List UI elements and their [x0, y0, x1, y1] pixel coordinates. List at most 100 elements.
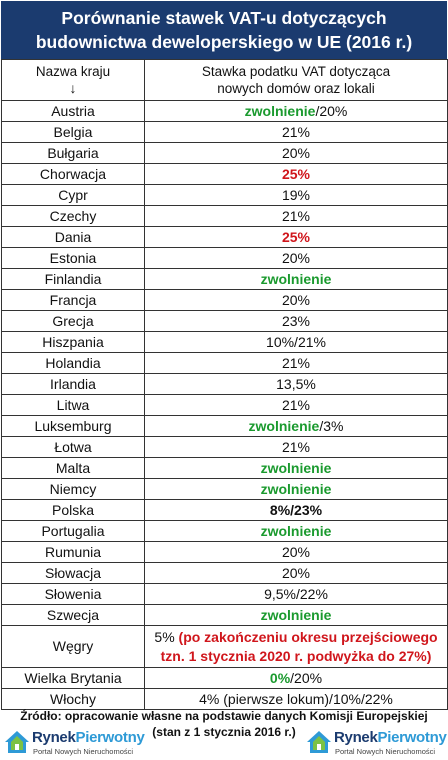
house-logo-icon — [5, 731, 29, 753]
table-row: Chorwacja 25% — [1, 163, 448, 185]
vat-rate-cell: 0%/20% — [144, 667, 448, 689]
vat-rate-text: zwolnienie — [244, 102, 316, 119]
logo-brand: RynekPierwotny — [334, 729, 447, 746]
vat-rate-cell: 9,5%/22% — [144, 583, 448, 605]
vat-rate-cell: 23% — [144, 310, 448, 332]
vat-rate-text: 20% — [281, 144, 311, 161]
table-row: Słowacja 20% — [1, 562, 448, 584]
vat-rate-cell: 25% — [144, 226, 448, 248]
vat-rate-cell: 10%/21% — [144, 331, 448, 353]
table-row: Hiszpania 10%/21% — [1, 331, 448, 353]
table-row: Grecja 23% — [1, 310, 448, 332]
vat-rate-text: 10%/21% — [266, 333, 326, 350]
vat-rate-text: 21% — [281, 207, 311, 224]
table-body: Austria zwolnienie/20% Belgia 21% Bułgaria 20… — [1, 100, 448, 710]
vat-rate-cell: 20% — [144, 562, 448, 584]
table-row: Malta zwolnienie — [1, 457, 448, 479]
vat-rate-cell: zwolnienie — [144, 478, 448, 500]
vat-rate-text: 13,5% — [276, 375, 316, 392]
table-row: Austria zwolnienie/20% — [1, 100, 448, 122]
header-rate-line-2: nowych domów oraz lokali — [217, 81, 375, 96]
country-cell: Litwa — [1, 394, 145, 416]
table-row: Słowenia 9,5%/22% — [1, 583, 448, 605]
country-cell: Dania — [1, 226, 145, 248]
table-title: Porównanie stawek VAT-u dotyczących budo… — [1, 1, 447, 59]
vat-rate-text: /20% — [315, 102, 348, 119]
country-cell: Szwecja — [1, 604, 145, 626]
table-row: Polska 8%/23% — [1, 499, 448, 521]
vat-rate-text: 20% — [281, 291, 311, 308]
country-cell: Grecja — [1, 310, 145, 332]
vat-rate-text: zwolnienie — [260, 522, 332, 539]
table-row: Francja 20% — [1, 289, 448, 311]
vat-rate-cell: 19% — [144, 184, 448, 206]
vat-rate-text: 20% — [281, 249, 311, 266]
vat-rate-cell: zwolnienie — [144, 268, 448, 290]
table-row: Finlandia zwolnienie — [1, 268, 448, 290]
vat-rate-text: (po zakończeniu okresu przejściowego — [178, 628, 438, 645]
logo-left: RynekPierwotny Portal Nowych Nieruchomoś… — [4, 728, 154, 758]
country-cell: Hiszpania — [1, 331, 145, 353]
header-rate: Stawka podatku VAT dotycząca nowych domó… — [144, 59, 448, 101]
vat-table-container: Nazwa kraju ↓ Stawka podatku VAT dotyczą… — [1, 59, 448, 710]
vat-rate-cell: 25% — [144, 163, 448, 185]
vat-rate-text: 8%/23% — [269, 501, 323, 518]
table-row: Luksemburg zwolnienie/3% — [1, 415, 448, 437]
vat-rate-text: zwolnienie — [260, 459, 332, 476]
vat-rate-cell: 21% — [144, 436, 448, 458]
vat-rate-text: zwolnienie — [260, 480, 332, 497]
vat-rate-cell: zwolnienie/20% — [144, 100, 448, 122]
vat-rate-cell: 21% — [144, 205, 448, 227]
table-row: Czechy 21% — [1, 205, 448, 227]
vat-rate-text: 20% — [281, 564, 311, 581]
vat-rate-cell: 20% — [144, 289, 448, 311]
table-row: Włochy 4% (pierwsze lokum)/10%/22% — [1, 688, 448, 710]
country-cell: Finlandia — [1, 268, 145, 290]
vat-rate-text: /20% — [290, 669, 323, 686]
country-cell: Polska — [1, 499, 145, 521]
vat-rate-cell: 21% — [144, 352, 448, 374]
source-note: Źródło: opracowanie własne na podstawie … — [0, 708, 448, 740]
vat-rate-text: zwolnienie — [260, 270, 332, 287]
arrow-down-icon: ↓ — [69, 80, 77, 96]
country-cell: Bułgaria — [1, 142, 145, 164]
vat-rate-text: 21% — [281, 438, 311, 455]
source-line-1: Źródło: opracowanie własne na podstawie … — [20, 709, 428, 723]
table-row: Wielka Brytania 0%/20% — [1, 667, 448, 689]
vat-rate-text: 23% — [281, 312, 311, 329]
country-cell: Wielka Brytania — [1, 667, 145, 689]
country-cell: Holandia — [1, 352, 145, 374]
vat-rate-text: 0% — [269, 669, 291, 686]
vat-rate-cell: 21% — [144, 394, 448, 416]
logo-right: RynekPierwotny Portal Nowych Nieruchomoś… — [306, 728, 448, 758]
country-cell: Rumunia — [1, 541, 145, 563]
title-line-2: budownictwa deweloperskiego w UE (2016 r… — [35, 32, 413, 52]
vat-rate-text: tzn. 1 stycznia 2020 r. podwyżka do 27%) — [160, 647, 432, 664]
vat-rate-cell: zwolnienie — [144, 604, 448, 626]
country-cell: Belgia — [1, 121, 145, 143]
vat-rate-text: 25% — [281, 165, 311, 182]
header-country-label: Nazwa kraju — [35, 64, 111, 79]
header-rate-line-1: Stawka podatku VAT dotycząca — [201, 64, 391, 79]
vat-rate-cell: zwolnienie — [144, 520, 448, 542]
country-cell: Malta — [1, 457, 145, 479]
vat-table: Nazwa kraju ↓ Stawka podatku VAT dotyczą… — [1, 59, 448, 710]
header-country: Nazwa kraju ↓ — [1, 59, 145, 101]
logo-tagline: Portal Nowych Nieruchomości — [335, 747, 436, 756]
vat-rate-cell: 8%/23% — [144, 499, 448, 521]
vat-rate-text: 21% — [281, 123, 311, 140]
country-cell: Cypr — [1, 184, 145, 206]
table-row: Dania 25% — [1, 226, 448, 248]
vat-rate-text: 4% (pierwsze lokum)/10%/22% — [199, 690, 393, 707]
table-row: Portugalia zwolnienie — [1, 520, 448, 542]
vat-rate-text: 9,5%/22% — [264, 585, 328, 602]
country-cell: Niemcy — [1, 478, 145, 500]
vat-rate-text: 19% — [281, 186, 311, 203]
country-cell: Chorwacja — [1, 163, 145, 185]
vat-rate-text: zwolnienie — [260, 606, 332, 623]
vat-rate-text: 5% — [154, 628, 179, 645]
table-row: Irlandia 13,5% — [1, 373, 448, 395]
country-cell: Austria — [1, 100, 145, 122]
vat-rate-cell: 4% (pierwsze lokum)/10%/22% — [144, 688, 448, 710]
vat-rate-text: 20% — [281, 543, 311, 560]
